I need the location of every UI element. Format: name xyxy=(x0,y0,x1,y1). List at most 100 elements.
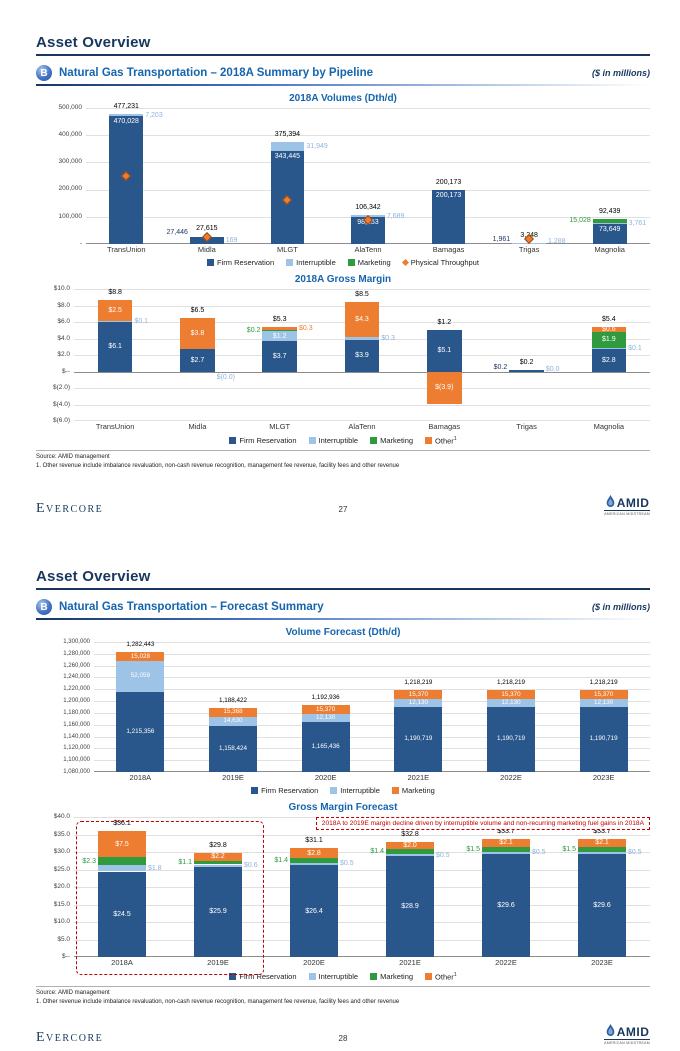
y-tick-label: 100,000 xyxy=(58,212,83,220)
gridline xyxy=(74,834,650,836)
y-tick-label: $20.0 xyxy=(53,883,70,890)
amid-logo-row: AMID xyxy=(605,494,650,509)
source-note: Source: AMID management xyxy=(36,990,110,996)
bar-value-label: 15,370 xyxy=(594,690,614,698)
legend-label: Firm Reservation xyxy=(217,258,275,268)
bar-value-label: $0.0 xyxy=(545,366,560,374)
bar-segment xyxy=(592,218,627,223)
legend-item: Firm Reservation xyxy=(207,258,274,267)
bar-slot: $29.6 $0.5 $1.5 $2.1 $33.7 xyxy=(554,817,650,958)
bar-value-label: 3,761 xyxy=(628,219,647,227)
bar-value-label: $3.8 xyxy=(190,330,205,338)
legend-item: Firm Reservation xyxy=(251,786,318,795)
x-category-label: 2019E xyxy=(207,958,229,968)
x-category-label: Magnolia xyxy=(594,245,625,254)
plot-area: $24.5 $1.8 $2.3 $7.5 $36.1 $25.9 $0.6 $1.1 $2.2 $… xyxy=(74,817,650,976)
bar-total-label: $33.7 xyxy=(497,828,515,836)
x-category-label: 2022E xyxy=(500,773,522,782)
legend-item: Interruptible xyxy=(308,972,358,981)
y-tick-label: $-- xyxy=(62,953,70,960)
bar-segment xyxy=(290,858,338,864)
legend-swatch xyxy=(425,972,433,980)
x-category-label: 2023E xyxy=(591,958,613,968)
bar-segment xyxy=(386,842,434,850)
bar-segment xyxy=(591,347,627,349)
bar-slot: $2.7 $(0.0) $3.8 $6.5 xyxy=(156,289,238,421)
bar-value-label: $2.1 xyxy=(499,839,513,847)
diamond-swatch xyxy=(401,259,409,267)
bar-value-label: 15,368 xyxy=(223,708,243,716)
footnotes-block: Source: AMID management 1. Other revenue… xyxy=(36,450,650,472)
bar-slot: 1,190,719 12,130 15,370 1,218,219 xyxy=(372,642,465,772)
y-tick-label: 1,140,000 xyxy=(63,733,90,740)
footnote-1: 1. Other revenue include imbalance reval… xyxy=(36,999,400,1006)
section-badge: B xyxy=(36,599,52,615)
amid-wordmark: AMID xyxy=(616,1025,650,1039)
bar-segment xyxy=(98,871,146,958)
x-category-label: 2020E xyxy=(303,958,325,968)
y-tick-label: $10.0 xyxy=(53,285,70,292)
bar-segment xyxy=(290,863,338,865)
legend-swatch xyxy=(425,436,433,444)
bar-segment xyxy=(97,299,133,321)
bar-slot: 470,028 7,203 477,231 xyxy=(86,103,167,244)
bar-slot: 1,158,424 14,630 15,368 1,188,422 xyxy=(187,642,280,772)
amid-flame-icon xyxy=(606,494,615,507)
legend-label: Interruptible xyxy=(340,786,380,796)
y-axis: - 100,000 200,000 300,000 400,000 500,000 xyxy=(36,103,86,246)
bar-total-label: 1,218,219 xyxy=(496,679,525,687)
y-tick-label: 1,220,000 xyxy=(63,686,90,693)
bar-value-label: $1.5 xyxy=(562,845,576,853)
bar-slot: $3.7 $1.2 $0.2 $0.3 $5.3 xyxy=(239,289,321,421)
bar-value-label: 15,028 xyxy=(130,652,150,660)
bar-segment xyxy=(116,652,165,662)
bar-value-label: $2.8 xyxy=(307,849,321,857)
legend-swatch xyxy=(251,787,259,795)
bar-value-label: $2.0 xyxy=(403,842,417,850)
bar-total-label: 1,192,936 xyxy=(311,693,340,701)
bar-segment xyxy=(98,865,146,872)
section-header: B Natural Gas Transportation – 2018A Sum… xyxy=(36,65,650,81)
bar-value-label: 27,446 xyxy=(166,228,188,236)
gridline xyxy=(74,922,650,924)
bar-slot: $2.8 $0.1 $1.9 $0.6 $5.4 xyxy=(568,289,650,421)
bar-segment xyxy=(579,699,628,707)
y-axis: $10.0 $8.0 $6.0 $4.0 $2.0 $-- $(2.0) $(4.0) $(6.… xyxy=(36,285,74,423)
bar-total-label: $5.3 xyxy=(272,316,287,324)
y-axis: $-- $5.0 $10.0 $15.0 $20.0 $25.0 $30.0 $35.0 $40… xyxy=(36,813,74,959)
bar-total-label: $31.1 xyxy=(305,837,323,845)
bar-segment xyxy=(431,189,466,244)
bar-value-label: $0.3 xyxy=(381,334,395,342)
bar-slot: 73,649 3,761 15,028 92,439 xyxy=(569,108,650,244)
legend-item: Other1 xyxy=(425,435,457,445)
x-category-label: MLGT xyxy=(277,245,298,254)
y-tick-label: 1,280,000 xyxy=(63,650,90,657)
bar-total-label: $29.8 xyxy=(209,841,227,849)
bar-slot: $29.6 $0.5 $1.5 $2.1 $33.7 xyxy=(458,817,554,958)
money-units-note: ($ in millions) xyxy=(591,602,650,612)
y-tick-label: 300,000 xyxy=(58,158,83,166)
page-number: 28 xyxy=(338,1034,348,1043)
bar-segment xyxy=(591,327,627,333)
bar-value-label: $7.5 xyxy=(115,840,129,848)
y-tick-label: 1,160,000 xyxy=(63,721,90,728)
bar-total-label: $36.1 xyxy=(113,819,131,827)
section-title: Natural Gas Transportation – 2018A Summa… xyxy=(59,67,374,79)
legend-footnote-ref: 1 xyxy=(453,435,457,442)
bar-segment xyxy=(262,331,297,342)
bar-value-label: $3.9 xyxy=(355,352,369,360)
gridline xyxy=(86,189,650,191)
y-tick-label: 500,000 xyxy=(58,103,83,111)
y-tick-label: - xyxy=(79,239,82,247)
amid-logo-row: AMID xyxy=(605,1023,650,1038)
bar-total-label: $5.4 xyxy=(602,316,616,324)
bar-total-label: 375,394 xyxy=(274,130,301,138)
bar-value-label: 12,130 xyxy=(501,698,521,706)
gridline xyxy=(74,939,650,941)
legend-swatch xyxy=(286,259,294,267)
chart-body: $10.0 $8.0 $6.0 $4.0 $2.0 $-- $(2.0) $(4.0) $(6.… xyxy=(36,285,650,424)
gridline xyxy=(94,712,650,714)
amid-logo: AMID AMERICAN MIDSTREAM xyxy=(604,494,650,516)
legend-footnote-ref: 1 xyxy=(453,971,457,978)
